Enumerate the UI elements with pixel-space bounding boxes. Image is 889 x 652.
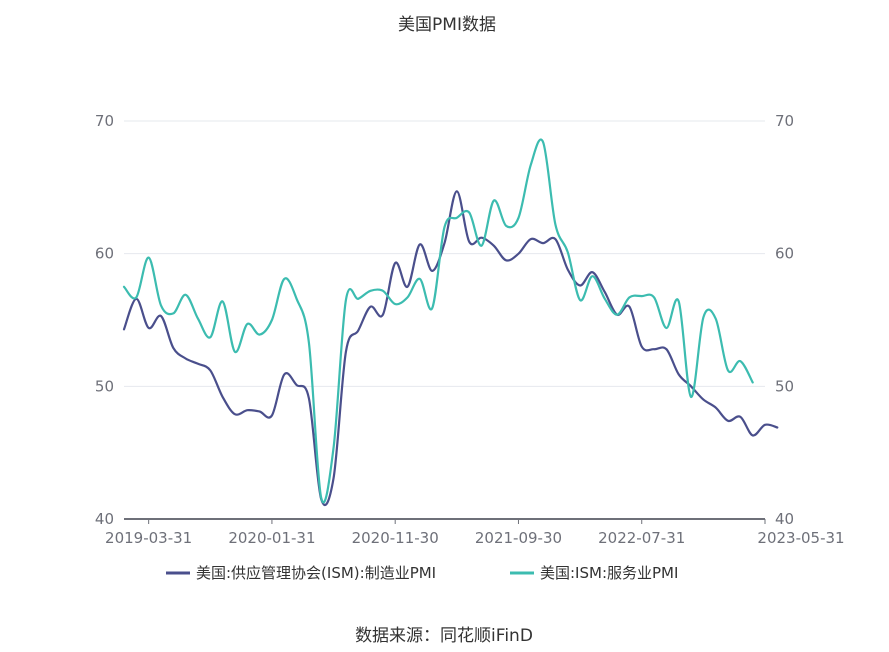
right-y-tick-label: 70 bbox=[775, 112, 794, 130]
x-tick-label: 2022-07-31 bbox=[598, 529, 685, 547]
series-lines bbox=[122, 138, 779, 506]
grid-lines bbox=[124, 120, 765, 387]
left-y-tick-label: 50 bbox=[95, 377, 114, 395]
left-y-tick-label: 60 bbox=[95, 245, 114, 263]
right-y-axis: 40 50 60 70 bbox=[775, 112, 794, 528]
legend-label-manufacturing: 美国:供应管理协会(ISM):制造业PMI bbox=[196, 564, 436, 582]
data-source-label: 数据来源：同花顺iFinD bbox=[355, 626, 533, 646]
manufacturing-pmi-line bbox=[122, 190, 779, 506]
x-axis: 2019-03-31 2020-01-31 2020-11-30 2021-09-30… bbox=[105, 519, 845, 547]
x-tick-label: 2021-09-30 bbox=[475, 529, 562, 547]
legend-item-manufacturing[interactable]: 美国:供应管理协会(ISM):制造业PMI bbox=[166, 564, 436, 582]
left-y-tick-label: 70 bbox=[95, 112, 114, 130]
legend-item-services[interactable]: 美国:ISM:服务业PMI bbox=[510, 564, 678, 582]
legend: 美国:供应管理协会(ISM):制造业PMI 美国:ISM:服务业PMI bbox=[166, 564, 678, 582]
x-tick-label: 2020-11-30 bbox=[352, 529, 439, 547]
right-y-tick-label: 50 bbox=[775, 377, 794, 395]
services-pmi-line bbox=[122, 138, 754, 504]
left-y-axis: 40 50 60 70 bbox=[95, 112, 114, 528]
right-y-tick-label: 60 bbox=[775, 245, 794, 263]
right-y-tick-label: 40 bbox=[775, 510, 794, 528]
chart-title: 美国PMI数据 bbox=[398, 15, 496, 35]
legend-label-services: 美国:ISM:服务业PMI bbox=[540, 564, 678, 582]
left-y-tick-label: 40 bbox=[95, 510, 114, 528]
x-tick-label: 2019-03-31 bbox=[105, 529, 192, 547]
x-tick-label: 2023-05-31 bbox=[757, 529, 844, 547]
x-tick-label: 2020-01-31 bbox=[228, 529, 315, 547]
